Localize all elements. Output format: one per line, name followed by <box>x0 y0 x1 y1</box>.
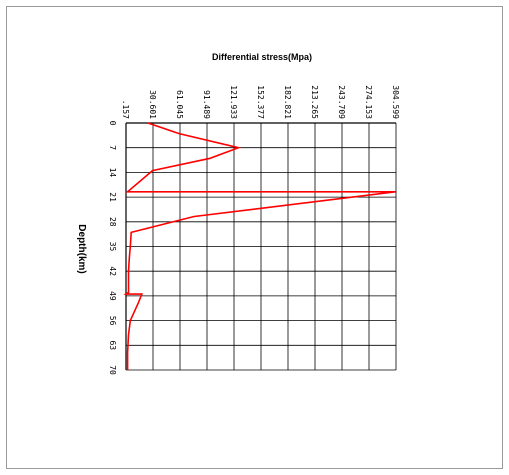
y-tick-label: 14 <box>108 168 117 178</box>
x-tick-label: 121.933 <box>229 85 238 119</box>
y-tick-label: 49 <box>108 291 117 301</box>
x-tick-label: .157 <box>121 100 130 119</box>
x-tick-label: 61.045 <box>175 90 184 119</box>
x-tick-label: 274.153 <box>364 85 373 119</box>
x-tick-label: 213.265 <box>310 85 319 119</box>
y-tick-label: 7 <box>108 145 117 150</box>
x-tick-label: 152.377 <box>256 85 265 119</box>
x-tick-label: 304.599 <box>391 85 400 119</box>
y-tick-label: 42 <box>108 266 117 276</box>
chart-title: Differential stress(Mpa) <box>212 52 312 62</box>
y-tick-labels: 0 7 14 21 28 35 42 49 56 63 70 <box>108 121 117 375</box>
series-line <box>123 122 396 370</box>
y-tick-label: 21 <box>108 192 117 202</box>
y-tick-label: 0 <box>108 121 117 126</box>
y-tick-label: 28 <box>108 217 117 227</box>
stress-profile-line <box>123 122 396 370</box>
y-tick-label: 56 <box>108 316 117 326</box>
y-tick-label: 35 <box>108 242 117 252</box>
y-tick-label: 63 <box>108 340 117 350</box>
chart-frame <box>6 6 503 469</box>
x-tick-labels: .157 30.601 61.045 91.489 121.933 152.377 182.… <box>121 85 400 119</box>
y-axis-label: Depth(km) <box>76 224 87 273</box>
x-tick-label: 243.709 <box>337 85 346 119</box>
x-tick-label: 91.489 <box>202 90 211 119</box>
x-tick-label: 30.601 <box>148 90 157 119</box>
x-tick-label: 182.821 <box>283 85 292 119</box>
y-tick-label: 70 <box>108 365 117 375</box>
chart-grid <box>125 122 397 371</box>
